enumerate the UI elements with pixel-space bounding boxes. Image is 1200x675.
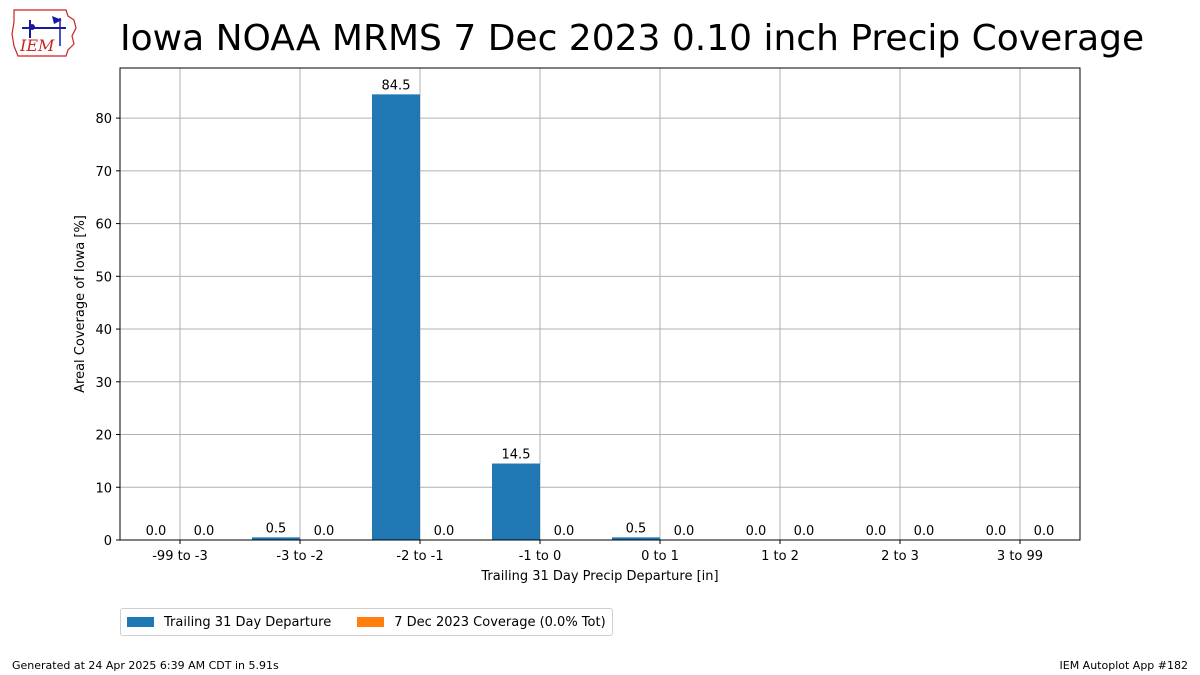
- chart-legend: Trailing 31 Day Departure 7 Dec 2023 Cov…: [120, 608, 613, 636]
- x-tick-label: -3 to -2: [276, 549, 323, 564]
- x-tick-label: 0 to 1: [641, 549, 679, 564]
- bar-value-label: 84.5: [382, 78, 411, 93]
- bar-value-label: 0.0: [314, 524, 335, 539]
- x-tick-label: -2 to -1: [396, 549, 443, 564]
- legend-label-series1: Trailing 31 Day Departure: [164, 614, 332, 630]
- legend-swatch-series2: [357, 617, 385, 627]
- y-tick-label: 50: [95, 270, 112, 285]
- bar-value-label: 0.0: [674, 524, 695, 539]
- bar-value-label: 0.5: [266, 521, 287, 536]
- x-tick-label: 3 to 99: [997, 549, 1043, 564]
- y-tick-label: 0: [104, 534, 112, 549]
- bar-series1: [252, 537, 300, 540]
- x-axis-label: Trailing 31 Day Precip Departure [in]: [480, 569, 718, 584]
- iem-logo: IEM: [8, 6, 82, 60]
- bar-value-label: 0.0: [194, 524, 215, 539]
- legend-item-series2: 7 Dec 2023 Coverage (0.0% Tot): [357, 614, 606, 630]
- chart-title: Iowa NOAA MRMS 7 Dec 2023 0.10 inch Prec…: [120, 18, 1145, 59]
- bar-value-label: 0.0: [746, 524, 767, 539]
- bar-value-label: 0.5: [626, 521, 647, 536]
- y-tick-label: 70: [95, 165, 112, 180]
- iem-logo-text: IEM: [19, 36, 55, 55]
- bar-value-label: 0.0: [146, 524, 167, 539]
- legend-label-series2: 7 Dec 2023 Coverage (0.0% Tot): [394, 614, 606, 630]
- bar-value-label: 0.0: [794, 524, 815, 539]
- legend-swatch-series1: [127, 617, 154, 627]
- plot-frame: [119, 67, 1081, 541]
- bar-value-label: 0.0: [554, 524, 575, 539]
- y-axis-label: Areal Coverage of Iowa [%]: [73, 215, 88, 393]
- y-tick-label: 40: [95, 323, 112, 338]
- legend-item-series1: Trailing 31 Day Departure: [127, 615, 331, 630]
- y-tick-label: 10: [95, 481, 112, 496]
- bar-value-label: 0.0: [914, 524, 935, 539]
- x-tick-label: 1 to 2: [761, 549, 799, 564]
- x-tick-label: -99 to -3: [152, 549, 208, 564]
- bar-value-label: 0.0: [434, 524, 455, 539]
- bar-value-label: 0.0: [986, 524, 1007, 539]
- x-tick-label: 2 to 3: [881, 549, 919, 564]
- bar-series1: [372, 94, 420, 540]
- y-tick-label: 80: [95, 112, 112, 127]
- bar-series1: [612, 537, 660, 540]
- app-attribution: IEM Autoplot App #182: [1059, 659, 1189, 672]
- bar-series1: [492, 463, 540, 540]
- generated-timestamp: Generated at 24 Apr 2025 6:39 AM CDT in …: [12, 659, 279, 672]
- y-tick-label: 30: [95, 376, 112, 391]
- bar-value-label: 0.0: [1034, 524, 1055, 539]
- x-tick-label: -1 to 0: [519, 549, 562, 564]
- bar-value-label: 14.5: [502, 448, 531, 463]
- y-tick-label: 20: [95, 429, 112, 444]
- iowa-outline-icon: IEM: [11, 9, 77, 57]
- y-tick-label: 60: [95, 218, 112, 233]
- bar-value-label: 0.0: [866, 524, 887, 539]
